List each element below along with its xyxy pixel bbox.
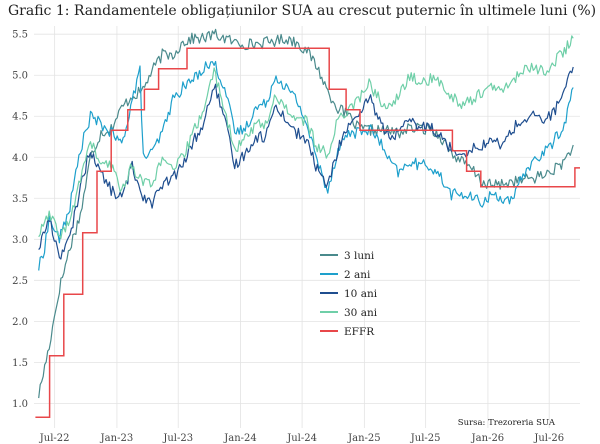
y-tick-label: 1.0 — [12, 399, 28, 410]
chart-title: Grafic 1: Randamentele obligațiunilor SU… — [8, 3, 597, 19]
y-tick-label: 5.5 — [12, 30, 28, 41]
x-tick-label: Jul-24 — [286, 433, 317, 444]
y-tick-label: 4.5 — [12, 112, 28, 123]
x-tick-label: Jul-22 — [39, 433, 70, 444]
y-tick-label: 3.0 — [12, 235, 28, 246]
y-tick-label: 1.5 — [12, 358, 28, 369]
series-line-30-ani — [38, 35, 574, 239]
legend-label: 30 ani — [344, 307, 378, 319]
series-lines — [35, 28, 580, 419]
x-tick-label: Jul-25 — [410, 433, 441, 444]
series-line-effr — [35, 47, 580, 419]
x-tick-label: Jan-23 — [100, 433, 134, 444]
source-note: Sursa: Trezoreria SUA — [458, 418, 556, 428]
plot-area — [34, 26, 580, 428]
y-tick-label: 2.5 — [12, 276, 28, 287]
y-tick-label: 4.0 — [12, 153, 28, 164]
legend: 3 luni 2 ani 10 ani 30 ani EFFR — [320, 250, 378, 338]
legend-label: 3 luni — [344, 250, 375, 262]
axes: 1.0 1.5 2.0 2.5 3.0 3.5 4.0 4.5 5.0 5.5 Jul-22 Jan-… — [12, 30, 564, 444]
y-tick-label: 3.5 — [12, 194, 28, 205]
grid — [34, 26, 580, 428]
series-line-3-luni — [38, 28, 574, 399]
series-line-10-ani — [38, 66, 574, 260]
legend-label: 2 ani — [344, 269, 371, 281]
x-tick-label: Jan-24 — [223, 433, 257, 444]
legend-label: 10 ani — [344, 288, 378, 300]
y-tick-label: 5.0 — [12, 71, 28, 82]
x-tick-label: Jul-26 — [533, 433, 564, 444]
x-tick-label: Jan-26 — [471, 433, 505, 444]
y-tick-label: 2.0 — [12, 317, 28, 328]
x-tick-label: Jan-25 — [347, 433, 381, 444]
x-tick-label: Jul-23 — [162, 433, 193, 444]
legend-label: EFFR — [344, 326, 375, 338]
